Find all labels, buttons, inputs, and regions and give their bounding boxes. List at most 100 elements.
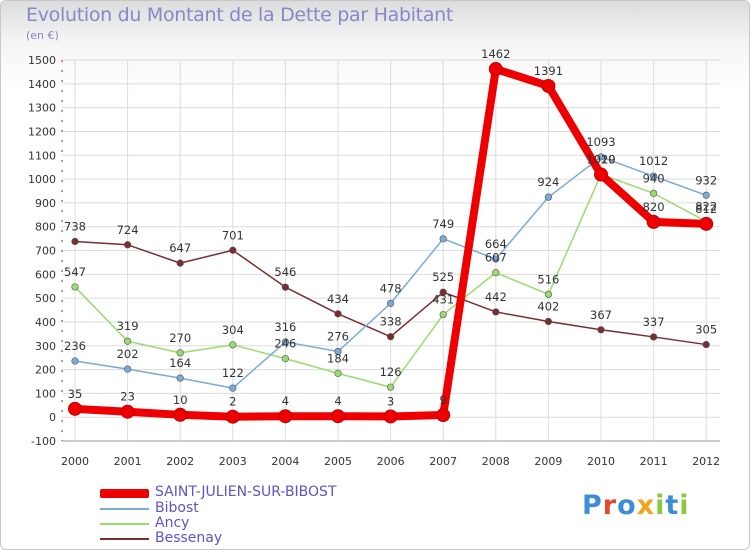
data-point-2: [439, 310, 447, 319]
data-label-1: 164: [169, 356, 191, 370]
y-tick-label: 800: [35, 221, 56, 234]
data-point-3: [544, 317, 553, 326]
x-tick-label: 2007: [429, 455, 457, 468]
data-label-2: 822: [695, 199, 717, 213]
y-tick-label: 1100: [28, 149, 56, 162]
data-point-0: [594, 167, 608, 182]
y-tick-label: 1300: [28, 102, 56, 115]
data-point-1: [649, 172, 658, 180]
y-tick-label: 900: [35, 197, 56, 210]
data-point-1: [597, 153, 605, 161]
data-point-1: [439, 235, 447, 243]
data-label-3: 338: [380, 315, 402, 329]
data-label-3: 724: [117, 223, 139, 237]
data-point-3: [649, 333, 658, 341]
y-tick-label: 1400: [28, 78, 56, 91]
y-tick-label: 1500: [28, 54, 56, 67]
data-point-3: [281, 283, 290, 291]
data-label-0: 1019: [586, 153, 615, 167]
y-tick-label: 500: [35, 292, 56, 305]
data-point-3: [71, 237, 79, 246]
data-point-2: [71, 283, 79, 291]
data-point-2: [649, 189, 658, 197]
data-point-3: [123, 241, 132, 249]
chart-title: Evolution du Montant de la Dette par Hab…: [26, 4, 454, 26]
data-label-1: 1012: [639, 154, 668, 168]
legend-label-saint-julien: SAINT-JULIEN-SUR-BIBOST: [155, 484, 337, 500]
data-point-1: [229, 384, 237, 392]
data-label-3: 442: [485, 290, 507, 304]
legend-swatch-saint-julien: [100, 489, 149, 498]
data-point-0: [225, 409, 240, 424]
data-label-0: 10: [173, 393, 188, 407]
data-label-1: 236: [64, 339, 86, 353]
data-point-1: [334, 347, 342, 356]
data-label-3: 305: [695, 323, 717, 337]
data-point-0: [436, 408, 451, 423]
data-label-1: 932: [695, 173, 717, 187]
data-point-3: [702, 340, 710, 349]
data-point-3: [176, 259, 184, 267]
data-point-3: [387, 333, 395, 341]
data-point-2: [334, 369, 342, 377]
y-tick-label: 1000: [28, 173, 56, 186]
y-tick-label: 100: [35, 387, 56, 400]
data-label-0: 820: [643, 200, 665, 214]
data-point-1: [71, 357, 79, 365]
data-label-1: 664: [485, 237, 507, 251]
data-point-1: [544, 193, 553, 201]
data-point-1: [176, 374, 184, 382]
data-label-2: 607: [485, 251, 507, 265]
data-label-3: 434: [327, 292, 349, 306]
data-label-3: 701: [222, 228, 244, 242]
data-label-2: 270: [169, 331, 191, 345]
data-point-0: [488, 62, 503, 77]
data-point-0: [120, 404, 135, 419]
data-label-0: 3: [387, 394, 394, 408]
data-label-1: 202: [117, 347, 139, 361]
data-label-3: 525: [432, 270, 454, 284]
data-point-0: [173, 407, 188, 422]
data-label-2: 431: [432, 293, 454, 307]
data-label-3: 546: [274, 265, 296, 279]
x-tick-label: 2005: [324, 455, 352, 468]
data-label-0: 812: [695, 202, 717, 216]
data-label-0: 4: [282, 394, 289, 408]
data-point-2: [176, 349, 184, 357]
data-label-2: 516: [537, 272, 559, 286]
data-label-0: 2: [229, 395, 236, 409]
data-point-2: [544, 290, 553, 298]
data-point-1: [387, 299, 395, 307]
y-tick-label: 400: [35, 316, 56, 329]
y-tick-label: 1200: [28, 125, 56, 138]
data-label-1: 478: [380, 281, 402, 295]
data-label-1: 122: [222, 366, 244, 380]
data-point-1: [123, 365, 132, 373]
data-point-0: [68, 401, 82, 416]
data-point-3: [334, 310, 342, 318]
x-tick-label: 2001: [114, 455, 142, 468]
legend-swatch-ancy: [100, 523, 149, 525]
data-label-3: 337: [643, 315, 665, 329]
data-label-2: 1020: [586, 152, 615, 166]
x-tick-label: 2010: [587, 455, 615, 468]
x-tick-label: 2004: [271, 455, 299, 468]
logo-letter: i: [679, 490, 690, 521]
data-point-2: [123, 337, 132, 345]
x-tick-label: 2012: [692, 455, 720, 468]
proxiti-logo: Proxiti: [582, 490, 690, 521]
data-point-3: [439, 288, 447, 296]
data-point-0: [646, 214, 661, 229]
data-label-2: 304: [222, 323, 244, 337]
data-point-0: [541, 78, 556, 93]
logo-letter: P: [582, 490, 603, 521]
logo-letter: r: [602, 490, 618, 521]
y-tick-label: 200: [35, 364, 56, 377]
data-label-2: 319: [117, 319, 139, 333]
data-label-0: 23: [120, 390, 135, 404]
data-point-2: [387, 383, 395, 391]
data-label-2: 246: [274, 337, 296, 351]
data-label-3: 367: [590, 308, 612, 322]
